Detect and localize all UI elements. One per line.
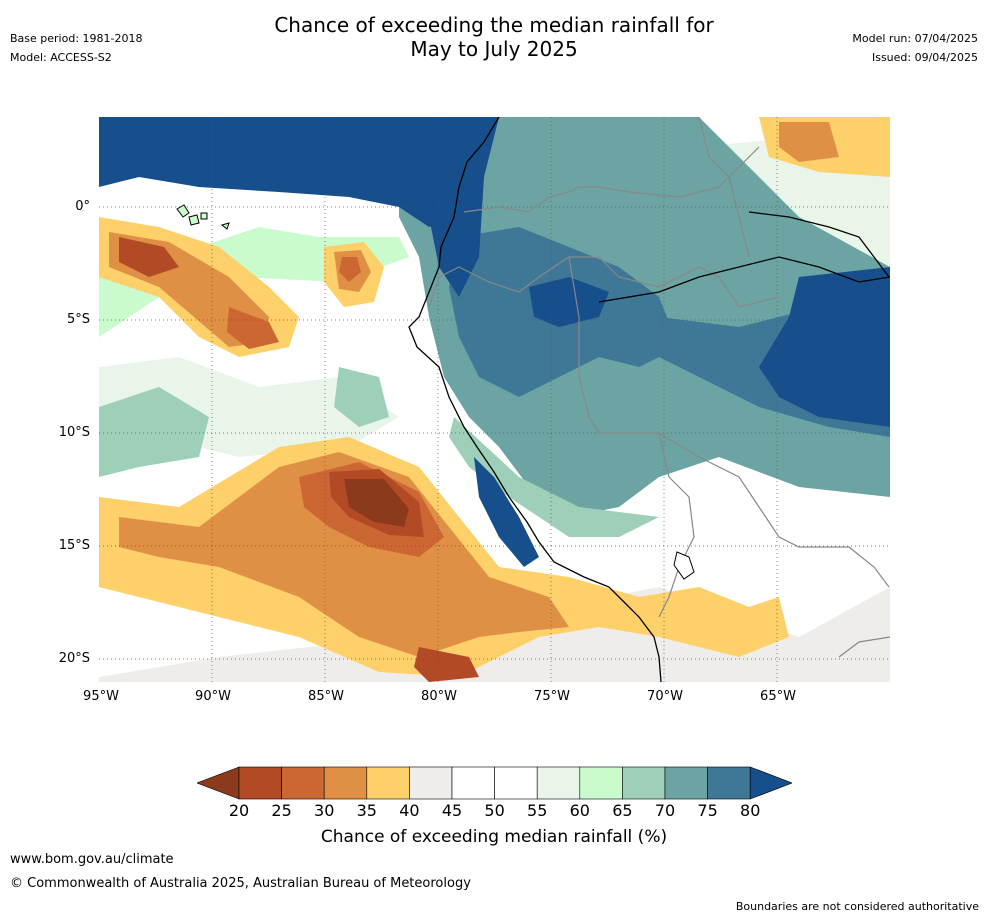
dry-zone-island-3 [339,257,361,282]
colorbar-graphic [196,766,794,800]
colorbar-arrow-low [196,766,240,800]
colorbar-swatch [494,766,538,800]
rainfall-map-canvas [99,117,890,682]
dark-blue-zone-3 [759,267,890,427]
lon-label-90w: 90°W [195,689,231,704]
colorbar-tick-label: 45 [441,801,463,820]
colorbar-tick-label: 80 [740,801,761,820]
colorbar [196,766,794,800]
colorbar-swatch [366,766,410,800]
colorbar-tick-label: 70 [654,801,676,820]
dry-zone-north-3 [119,237,179,277]
lon-label-75w: 75°W [534,689,570,704]
country-boundaries [428,117,890,658]
dark-blue-zone-5 [474,457,539,567]
colorbar-swatch [622,766,666,800]
colorbar-tick-label: 35 [356,801,377,820]
galapagos-islands [176,204,230,230]
lat-label-15s: 15°S [58,538,90,553]
colorbar-swatch [238,766,282,800]
colorbar-arrow-high [749,766,794,800]
colorbar-label: Chance of exceeding median rainfall (%) [320,827,668,847]
colorbar-tick-label: 30 [314,801,335,820]
lon-label-80w: 80°W [421,689,457,704]
green-zone-2 [99,387,209,477]
colorbar-swatch [536,766,581,800]
lon-label-85w: 85°W [308,689,344,704]
colorbar-swatch [323,766,368,800]
map-title: Chance of exceeding the median rainfall … [200,13,788,61]
colorbar-tick-label: 25 [271,801,292,820]
model-name-text: Model: ACCESS-S2 [10,51,112,64]
colorbar-tick-label: 50 [484,801,505,820]
colorbar-swatch [579,766,623,800]
rainfall-map [99,117,890,682]
title-line-1: Chance of exceeding the median rainfall … [274,13,714,37]
colorbar-tick-label: 75 [697,801,718,820]
title-line-2: May to July 2025 [410,37,578,61]
dark-blue-zone [99,117,499,227]
green-zone-3 [334,367,389,427]
colorbar-tick-label: 65 [612,801,633,820]
lon-label-65w: 65°W [760,689,796,704]
colorbar-swatch [451,766,495,800]
lat-label-10s: 10°S [58,425,90,440]
website-link[interactable]: www.bom.gov.au/climate [10,852,174,867]
colorbar-tick-label: 20 [228,801,250,820]
dark-blue-zone-2 [429,157,484,297]
lon-label-95w: 95°W [83,689,119,704]
colorbar-swatch [707,766,751,800]
coastline [408,117,890,682]
colorbar-tick-label: 60 [569,801,590,820]
lon-label-70w: 70°W [647,689,683,704]
colorbar-tick-label: 40 [399,801,420,820]
lat-label-0: 0° [75,199,90,214]
colorbar-tick-label: 55 [527,801,548,820]
lake-titicaca [673,551,695,580]
dry-zone-north-4 [227,307,279,349]
model-run-text: Model run: 07/04/2025 [852,32,978,45]
dry-zone-south-6 [414,647,479,682]
copyright-text: © Commonwealth of Australia 2025, Austra… [10,876,471,891]
lat-label-20s: 20°S [58,651,90,666]
dark-blue-zone-4 [529,277,609,327]
dry-zone-south-5 [344,479,409,527]
base-period-text: Base period: 1981-2018 [10,32,143,45]
colorbar-swatch [409,766,453,800]
colorbar-swatch [664,766,708,800]
dry-zone-northeast-2 [779,122,839,162]
dry-zone-south-2 [119,452,569,657]
boundary-disclaimer: Boundaries are not considered authoritat… [735,900,979,913]
issued-date-text: Issued: 09/04/2025 [871,51,978,64]
lat-label-5s: 5°S [66,312,90,327]
colorbar-swatch [281,766,325,800]
